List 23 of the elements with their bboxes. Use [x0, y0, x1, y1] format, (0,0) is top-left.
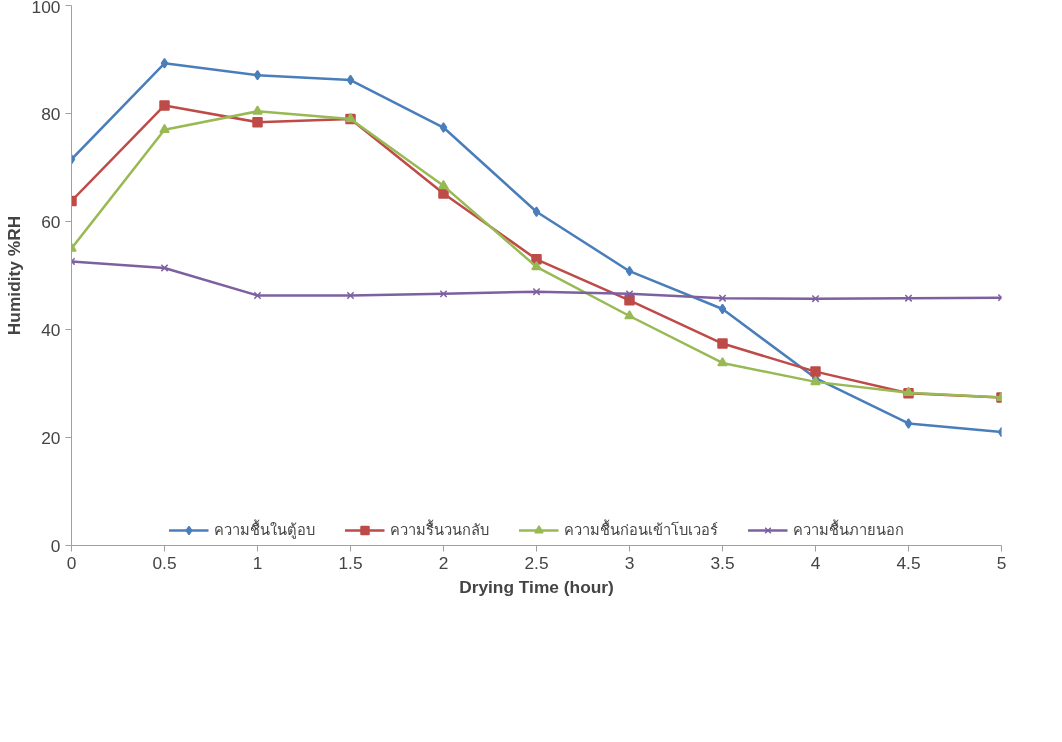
legend-label: ความรื้นวนกลับ	[389, 518, 489, 540]
x-tick-label: 3	[624, 552, 635, 573]
y-axis-title: Humidity %RH	[3, 215, 24, 336]
y-tick-label: 0	[50, 535, 61, 556]
legend-label: ความชื้นในตู้อบ	[213, 518, 315, 541]
legend-label: ความชื้นก่อนเข้าโบเวอร์	[563, 518, 718, 540]
x-tick-label: 0.5	[152, 552, 177, 573]
x-tick-label: 5	[996, 552, 1007, 573]
x-tick-label: 2	[438, 552, 449, 573]
x-tick-label: 2.5	[524, 552, 549, 573]
legend-label: ความชื้นภายนอก	[792, 518, 904, 540]
y-tick-label: 40	[41, 319, 61, 340]
y-tick-label: 80	[41, 103, 61, 124]
x-tick-label: 3.5	[710, 552, 735, 573]
y-tick-label: 60	[41, 211, 61, 232]
y-tick-label: 20	[41, 427, 61, 448]
x-tick-label: 4	[810, 552, 821, 573]
x-tick-label: 1.5	[338, 552, 363, 573]
x-axis-title: Drying Time (hour)	[459, 576, 614, 597]
x-tick-label: 0	[66, 552, 77, 573]
x-tick-label: 1	[252, 552, 263, 573]
x-tick-label: 4.5	[896, 552, 921, 573]
y-tick-label: 100	[31, 0, 61, 17]
